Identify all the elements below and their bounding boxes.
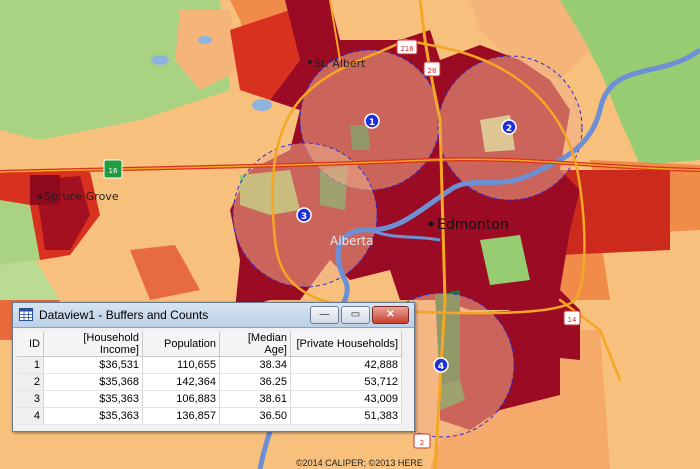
table-row[interactable]: 3 $35,363 106,883 38.61 43,009 xyxy=(17,390,402,408)
cell-median-age: 38.61 xyxy=(219,390,291,408)
cell-household-income: $36,531 xyxy=(43,356,143,374)
minimize-button[interactable]: — xyxy=(310,306,339,324)
svg-text:14: 14 xyxy=(568,316,577,324)
buffer-marker-1[interactable]: 1 xyxy=(364,113,380,129)
table-row[interactable]: 2 $35,368 142,364 36.25 53,712 xyxy=(17,373,402,391)
cell-population: 142,364 xyxy=(142,373,220,391)
highway-28-shield: 28 xyxy=(423,61,441,77)
maximize-button[interactable]: ▭ xyxy=(341,306,370,324)
water-bodies xyxy=(151,36,272,111)
st-albert-label: St. Albert xyxy=(314,57,366,70)
highway-2-shield: 2 xyxy=(413,433,431,449)
cell-id: 2 xyxy=(17,373,44,391)
alberta-label: Alberta xyxy=(330,234,374,248)
river-branch xyxy=(369,228,441,242)
column-header-population[interactable]: Population xyxy=(142,332,220,357)
table-row[interactable]: 1 $36,531 110,655 38.34 42,888 xyxy=(17,356,402,374)
cell-population: 136,857 xyxy=(142,407,220,425)
map-copyright: ©2014 CALIPER; ©2013 HERE xyxy=(296,458,423,468)
edmonton-dot xyxy=(428,221,434,227)
spruce-grove-label: Spruce Grove xyxy=(44,190,119,203)
cell-private-households: 42,888 xyxy=(290,356,402,374)
cell-median-age: 36.25 xyxy=(219,373,291,391)
table-header-row: ID [Household Income] Population [Median… xyxy=(17,332,402,357)
cell-population: 106,883 xyxy=(142,390,220,408)
cell-median-age: 36.50 xyxy=(219,407,291,425)
column-header-median-age[interactable]: [Median Age] xyxy=(219,332,291,357)
svg-text:16: 16 xyxy=(109,167,118,175)
cell-household-income: $35,368 xyxy=(43,373,143,391)
dataview-table[interactable]: ID [Household Income] Population [Median… xyxy=(17,332,402,425)
highway-14-shield: 14 xyxy=(563,310,581,326)
svg-text:216: 216 xyxy=(400,45,414,53)
cell-private-households: 53,712 xyxy=(290,373,402,391)
svg-text:2: 2 xyxy=(506,124,512,134)
dataview-title: Dataview1 - Buffers and Counts xyxy=(39,308,209,322)
edmonton-label: Edmonton xyxy=(437,217,509,233)
cell-id: 4 xyxy=(17,407,44,425)
cell-median-age: 38.34 xyxy=(219,356,291,374)
buffer-marker-4[interactable]: 4 xyxy=(433,357,449,373)
dataview-titlebar[interactable]: Dataview1 - Buffers and Counts — ▭ ✕ xyxy=(13,303,414,328)
buffer-marker-2[interactable]: 2 xyxy=(501,119,517,135)
column-header-household-income[interactable]: [Household Income] xyxy=(43,332,143,357)
cell-id: 1 xyxy=(17,356,44,374)
svg-text:2: 2 xyxy=(420,439,424,447)
highway-216-shield: 216 xyxy=(396,39,418,55)
cell-household-income: $35,363 xyxy=(43,390,143,408)
highway-16-shield: 16 xyxy=(103,159,123,179)
close-button[interactable]: ✕ xyxy=(372,306,409,324)
spruce-grove-dot xyxy=(38,195,42,199)
st-albert-dot xyxy=(308,60,312,64)
svg-text:28: 28 xyxy=(428,67,437,75)
dataview-window[interactable]: Dataview1 - Buffers and Counts — ▭ ✕ ID … xyxy=(12,302,415,432)
grid-table-icon xyxy=(19,308,33,321)
column-header-id[interactable]: ID xyxy=(17,332,44,357)
svg-text:4: 4 xyxy=(438,362,444,372)
cell-private-households: 51,383 xyxy=(290,407,402,425)
cell-population: 110,655 xyxy=(142,356,220,374)
table-row[interactable]: 4 $35,363 136,857 36.50 51,383 xyxy=(17,407,402,425)
cell-private-households: 43,009 xyxy=(290,390,402,408)
svg-text:3: 3 xyxy=(301,212,307,222)
cell-id: 3 xyxy=(17,390,44,408)
column-header-private-households[interactable]: [Private Households] xyxy=(290,332,402,357)
svg-text:1: 1 xyxy=(369,118,375,128)
buffer-marker-3[interactable]: 3 xyxy=(296,207,312,223)
cell-household-income: $35,363 xyxy=(43,407,143,425)
